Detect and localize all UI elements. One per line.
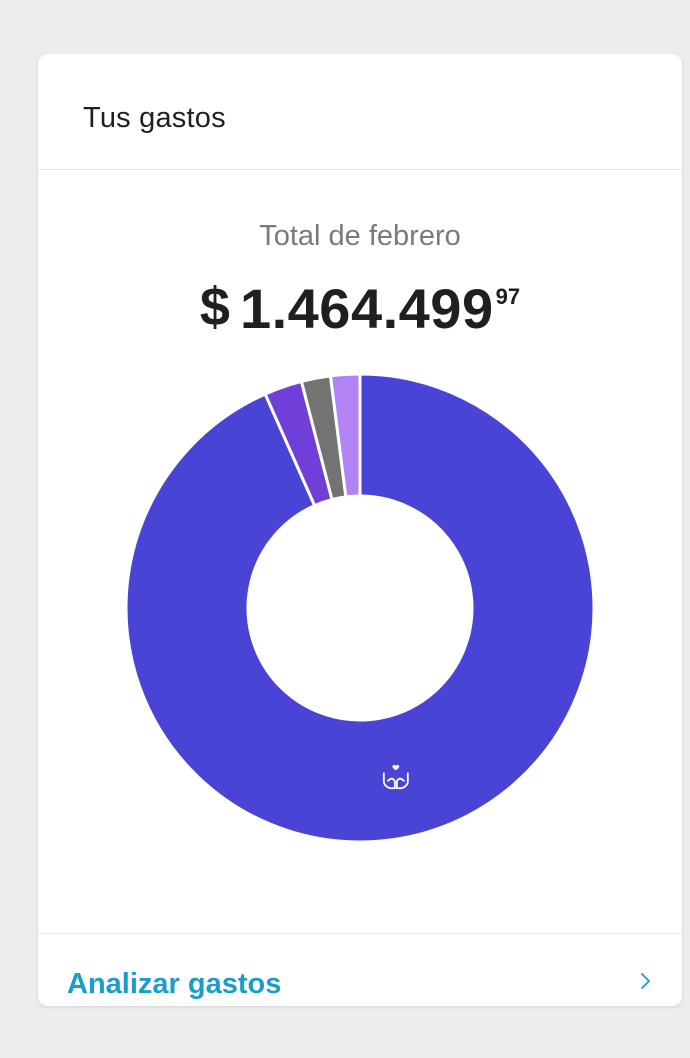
card-footer[interactable]: Analizar gastos	[38, 933, 682, 1006]
expenses-donut-chart[interactable]	[124, 372, 596, 844]
donut-slice-1[interactable]	[124, 372, 596, 844]
expenses-card: Tus gastos Total de febrero $1.464.49997…	[38, 54, 682, 1006]
currency-symbol: $	[199, 277, 230, 337]
total-amount: $1.464.49997	[38, 276, 682, 341]
total-integer: 1.464.499	[239, 277, 494, 340]
card-title: Tus gastos	[83, 102, 226, 134]
card-header: Tus gastos	[38, 54, 682, 170]
total-cents: 97	[495, 284, 521, 309]
donut-slice-4[interactable]	[328, 372, 362, 499]
total-label: Total de febrero	[259, 220, 461, 252]
hands-heart-icon	[382, 764, 409, 790]
analyze-expenses-link[interactable]: Analizar gastos	[67, 968, 282, 1000]
chevron-right-icon[interactable]	[636, 971, 656, 991]
